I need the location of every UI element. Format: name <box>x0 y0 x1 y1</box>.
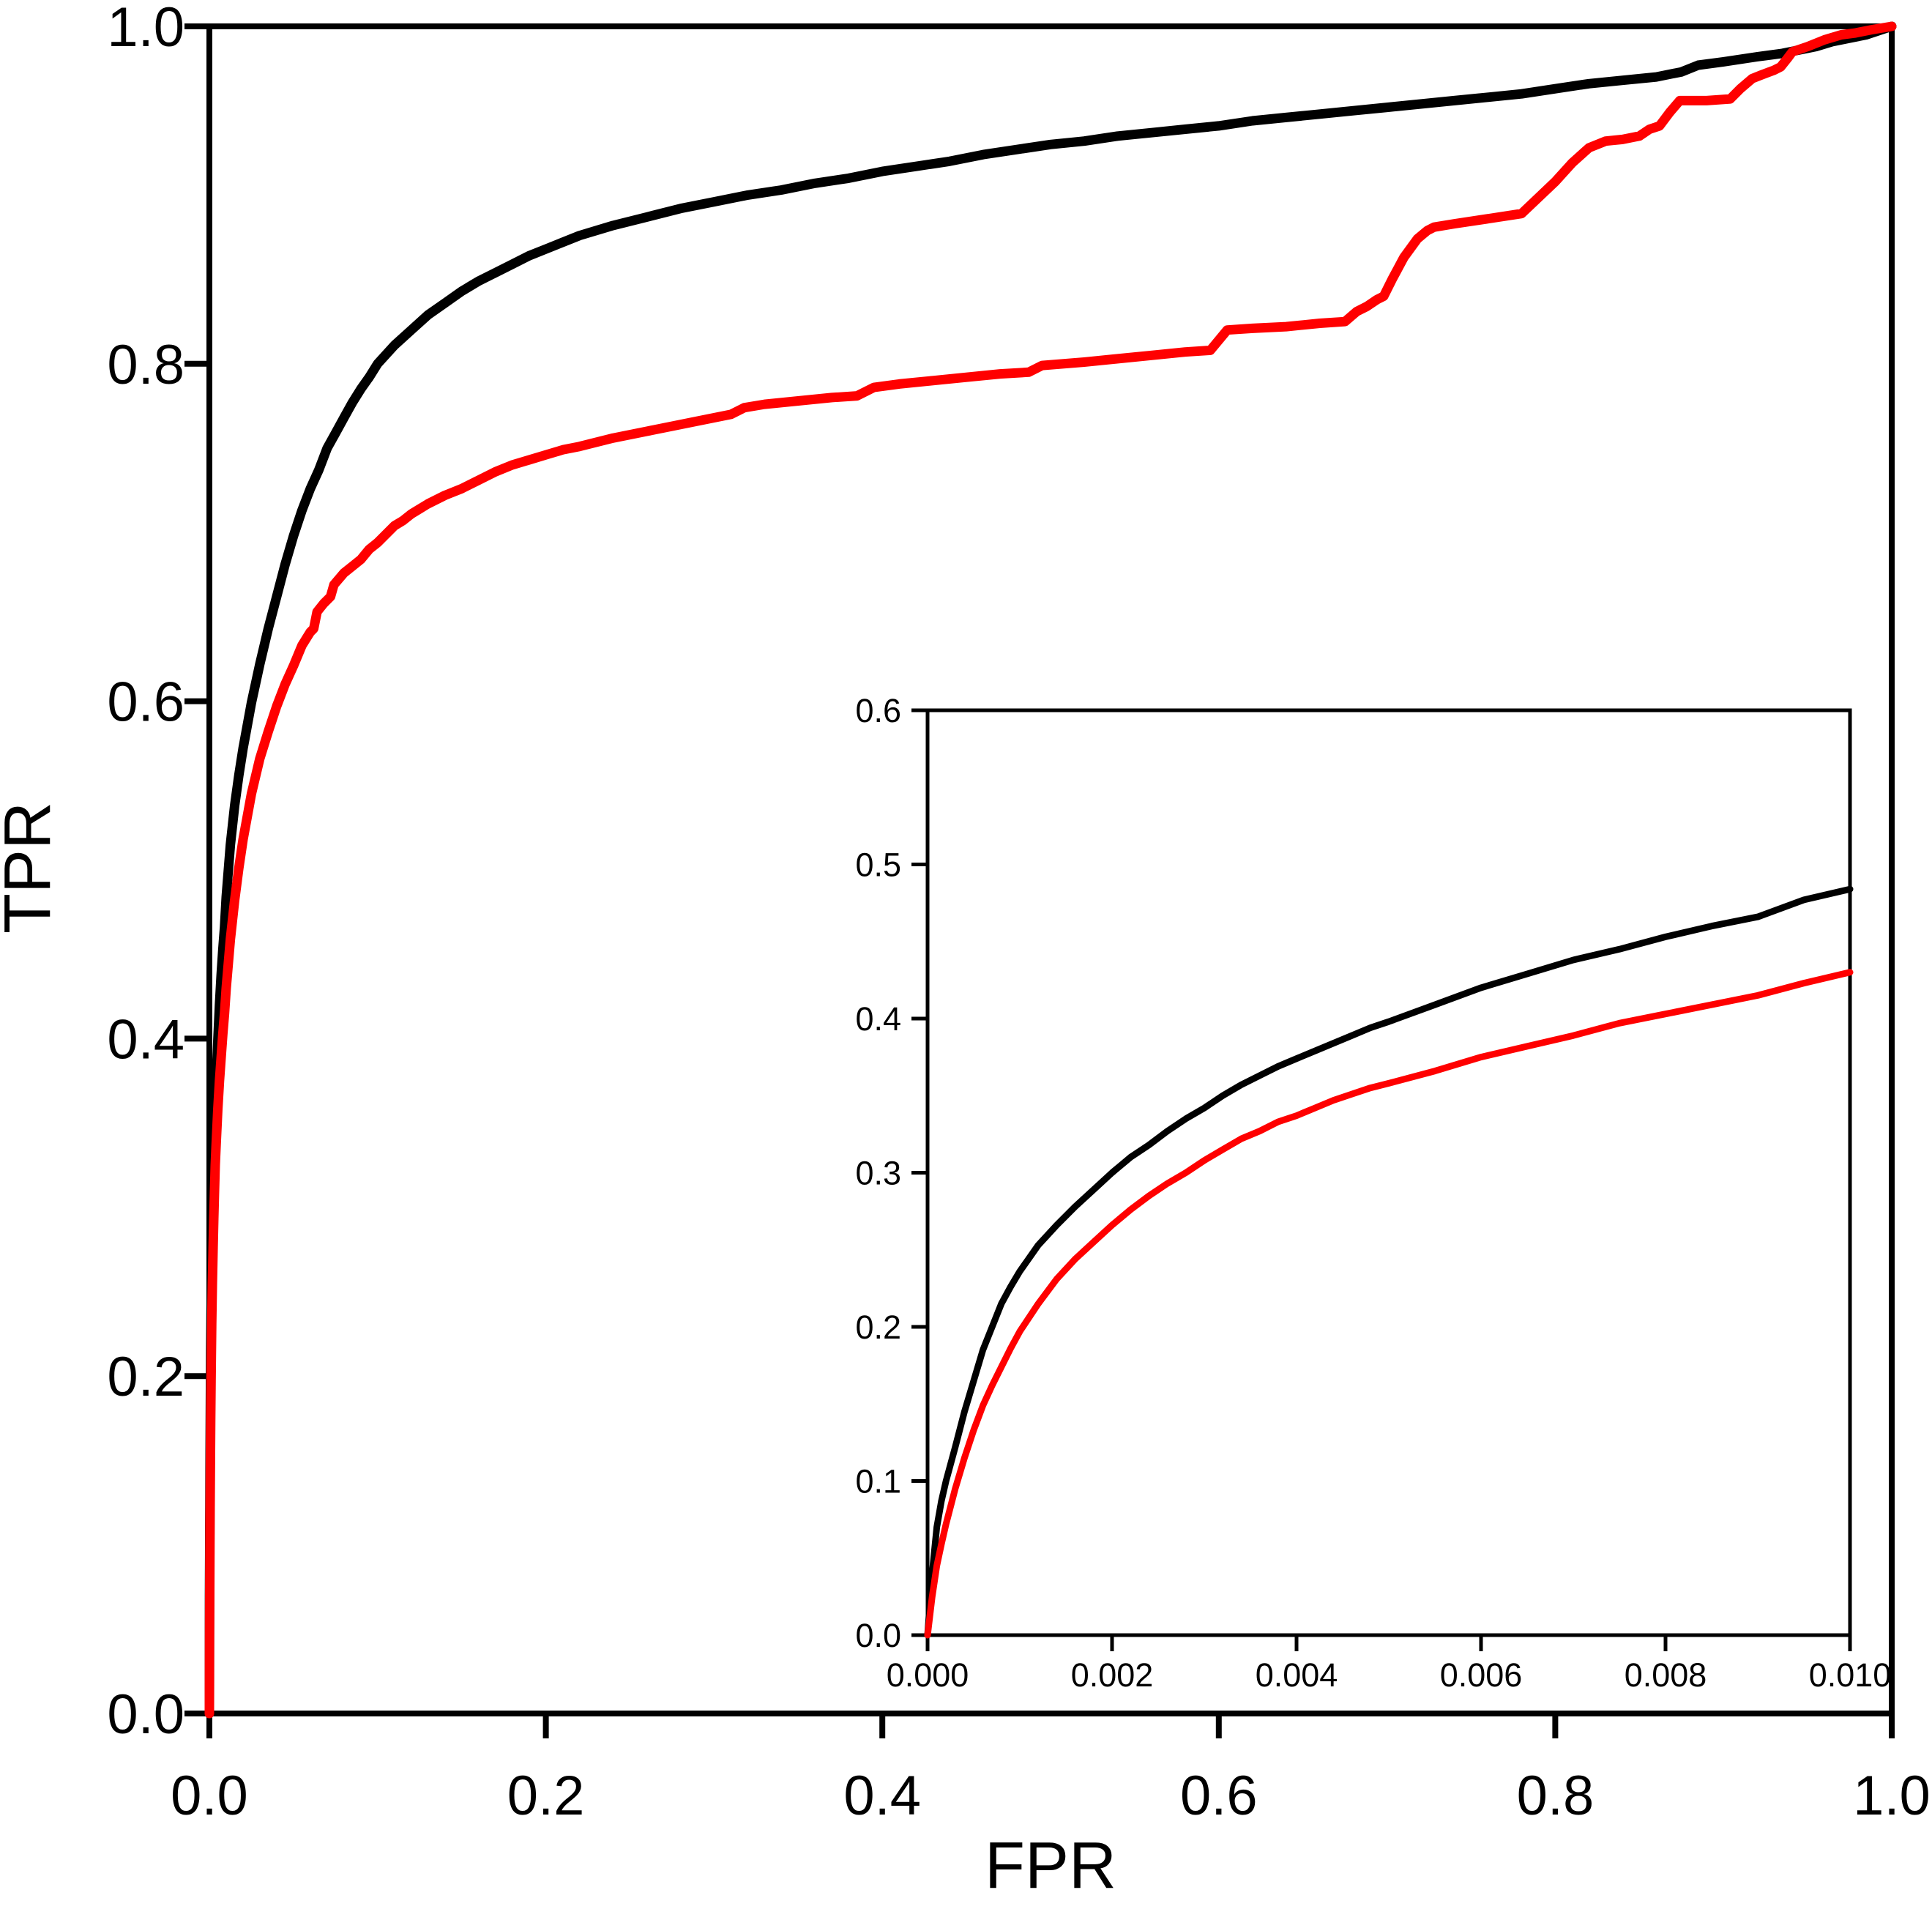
y-tick-label: 0.2 <box>855 1309 901 1346</box>
y-tick-label: 0.8 <box>107 334 184 396</box>
inset-roc-curves <box>924 885 1854 1639</box>
x-tick-label: 0.002 <box>1071 1656 1154 1694</box>
y-tick-label: 0.0 <box>107 1683 184 1746</box>
inset-roc-plot: 0.000 0.002 0.004 0.006 0.008 0.010 0.0 0.1 0.2 0… <box>855 692 1891 1694</box>
y-tick-label: 0.4 <box>855 1000 901 1038</box>
main-roc-curves <box>204 21 1897 1719</box>
y-tick-label: 0.6 <box>855 692 901 729</box>
x-tick-label: 0.4 <box>843 1765 921 1827</box>
inset-axis-tick-labels: 0.000 0.002 0.004 0.006 0.008 0.010 0.0 0.1 0.2 0… <box>855 692 1891 1694</box>
y-tick-label: 1.0 <box>107 0 184 59</box>
x-tick-label: 0.8 <box>1517 1765 1595 1827</box>
x-tick-label: 1.0 <box>1853 1765 1931 1827</box>
main-axis-ticks <box>184 23 1895 1738</box>
red-roc-zoom-curve <box>924 969 1854 1639</box>
main-axis-tick-labels: 0.0 0.2 0.4 0.6 0.8 1.0 0.0 0.2 0.4 0.6 0.8 1.0 <box>107 0 1930 1827</box>
y-axis-title: TPR <box>0 802 64 934</box>
x-tick-label: 0.004 <box>1256 1656 1338 1694</box>
black-roc-curve <box>204 21 1897 1719</box>
y-tick-label: 0.2 <box>107 1346 184 1408</box>
x-tick-label: 0.6 <box>1180 1765 1258 1827</box>
y-tick-label: 0.0 <box>855 1617 901 1654</box>
y-tick-label: 0.4 <box>107 1008 184 1071</box>
red-roc-curve <box>204 21 1897 1719</box>
x-tick-label: 0.000 <box>887 1656 969 1694</box>
x-tick-label: 0.006 <box>1440 1656 1523 1694</box>
inset-plot-background <box>928 710 1850 1635</box>
x-tick-label: 0.2 <box>507 1765 585 1827</box>
x-tick-label: 0.0 <box>171 1765 248 1827</box>
x-tick-label: 0.008 <box>1625 1656 1707 1694</box>
black-roc-zoom-curve <box>924 885 1854 1639</box>
y-tick-label: 0.1 <box>855 1463 901 1500</box>
x-tick-label: 0.010 <box>1809 1656 1892 1694</box>
y-tick-label: 0.3 <box>855 1155 901 1192</box>
main-plot-frame <box>206 23 1895 1716</box>
x-axis-title: FPR <box>985 1829 1116 1902</box>
y-tick-label: 0.6 <box>107 671 184 734</box>
y-tick-label: 0.5 <box>855 846 901 884</box>
